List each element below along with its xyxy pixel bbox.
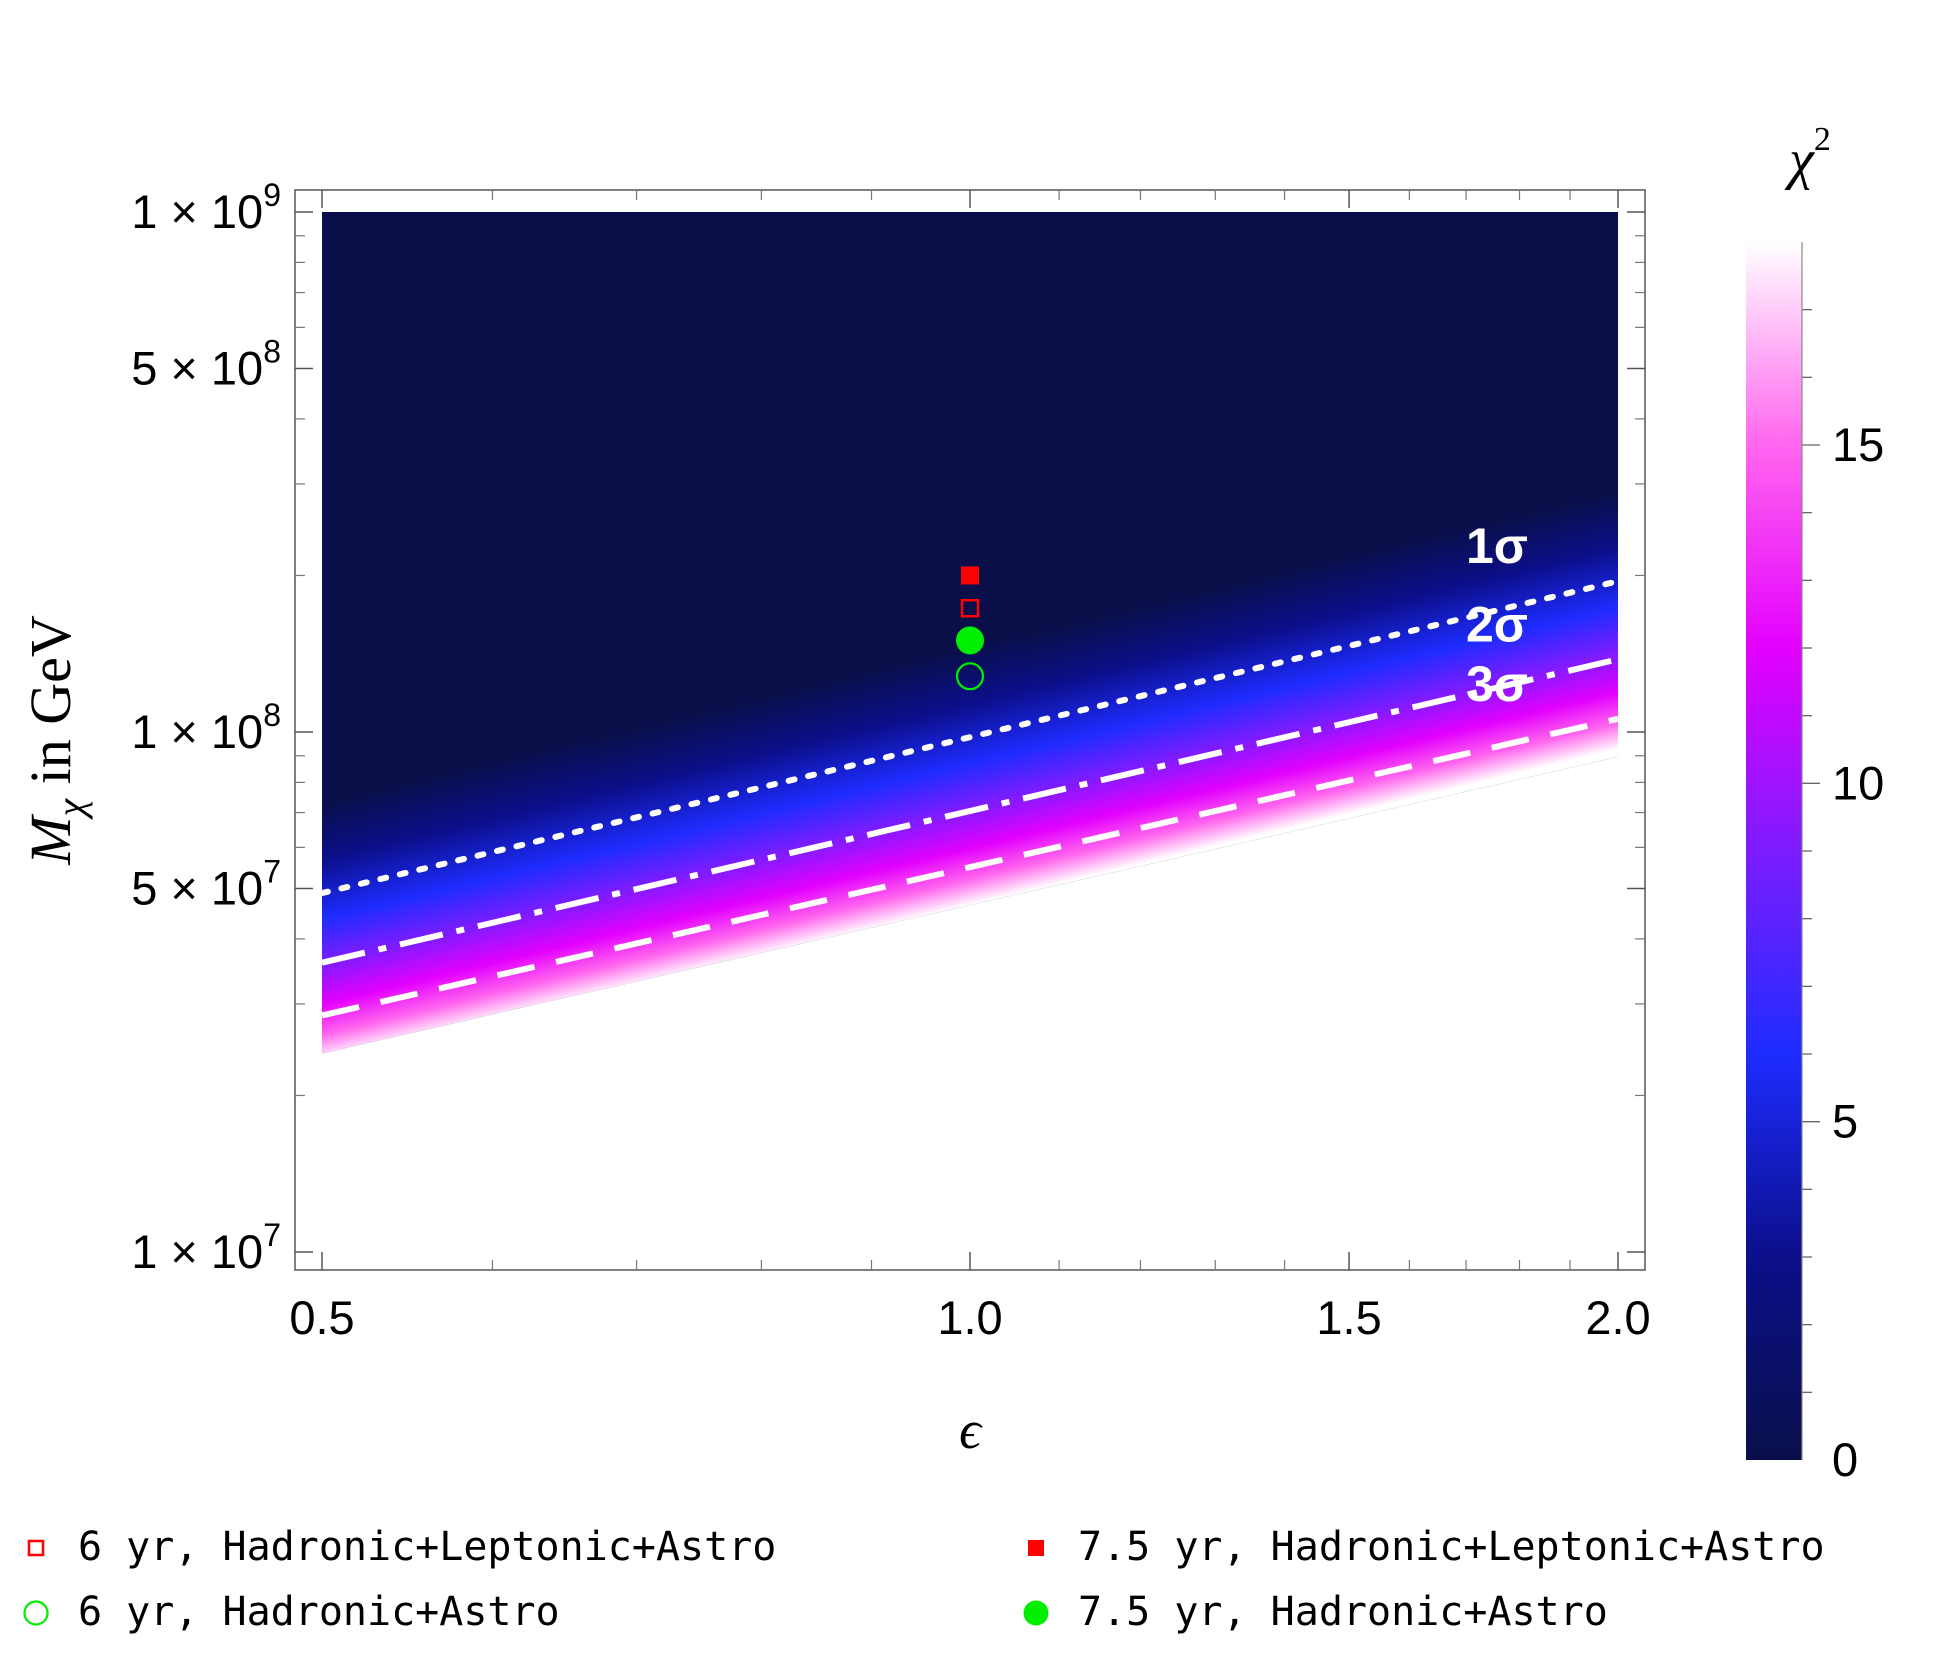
x-axis-label: ϵ xyxy=(959,1400,983,1460)
data-point-filled-circle xyxy=(955,626,985,655)
legend-marker-open-circle xyxy=(23,1600,49,1626)
contour-lines xyxy=(319,578,1621,1019)
y-tick-label: 1 × 107 xyxy=(131,1217,281,1278)
x-tick-label: 1.5 xyxy=(1316,1291,1381,1344)
y-tick-label: 1 × 109 xyxy=(131,177,281,238)
y-tick-label: 1 × 108 xyxy=(131,697,281,758)
colorbar-tick-label: 5 xyxy=(1832,1095,1858,1148)
y-tick-label: 5 × 107 xyxy=(131,854,281,915)
contour-label-1sigma: 1σ xyxy=(1466,518,1528,574)
heatmap-high-chi2-region xyxy=(322,756,1618,1252)
y-axis-ticks: 1 × 109 5 × 108 1 × 108 5 × 107 1 × 107 xyxy=(131,177,1645,1278)
data-point-open-square xyxy=(960,598,980,618)
colorbar-tick-label: 15 xyxy=(1832,418,1884,471)
heatmap-region xyxy=(322,212,1618,1252)
x-tick-label: 0.5 xyxy=(289,1291,354,1344)
colorbar-title: χ2 xyxy=(1784,121,1831,191)
colorbar-tick-label: 0 xyxy=(1832,1433,1858,1486)
contour-label-3sigma: 3σ xyxy=(1466,656,1528,712)
y-axis-label: Mχ in GeV xyxy=(18,615,93,866)
contour-line-2sigma xyxy=(321,656,1619,966)
legend-marker-open-square xyxy=(27,1539,45,1557)
x-tick-label: 1.0 xyxy=(937,1291,1002,1344)
legend-marker-filled-square xyxy=(1028,1540,1044,1556)
y-axis-label-subscript: χ xyxy=(48,797,93,820)
contour-line-1sigma xyxy=(319,578,1621,897)
y-tick-label: 5 × 108 xyxy=(131,334,281,395)
colorbar-title-exponent: 2 xyxy=(1814,121,1831,158)
colorbar xyxy=(1746,242,1802,1460)
contour-line-3sigma xyxy=(321,715,1619,1019)
contour-label-2sigma: 2σ xyxy=(1466,596,1528,652)
legend-label: 7.5 yr, Hadronic+Leptonic+Astro xyxy=(1078,1524,1825,1570)
legend-label: 6 yr, Hadronic+Astro xyxy=(78,1589,560,1635)
data-point-filled-square xyxy=(961,566,979,585)
x-tick-label: 2.0 xyxy=(1585,1291,1650,1344)
legend-marker-filled-circle xyxy=(1023,1600,1049,1626)
legend-label: 7.5 yr, Hadronic+Astro xyxy=(1078,1589,1608,1635)
y-axis-label-symbol: M xyxy=(18,814,83,866)
x-axis-ticks: 0.5 1.0 1.5 2.0 xyxy=(289,190,1651,1344)
y-axis-label-unit: in GeV xyxy=(18,615,83,799)
colorbar-tick-label: 10 xyxy=(1832,756,1884,809)
colorbar-ticks: 0 5 10 15 xyxy=(1801,242,1884,1486)
legend-label: 6 yr, Hadronic+Leptonic+Astro xyxy=(78,1524,776,1570)
data-point-open-circle xyxy=(955,662,985,691)
data-points xyxy=(955,566,985,691)
legend: 6 yr, Hadronic+Leptonic+Astro 7.5 yr, Had… xyxy=(23,1524,1825,1635)
heatmap-transition-band xyxy=(322,491,1618,1054)
colorbar-title-symbol: χ xyxy=(1784,129,1815,191)
